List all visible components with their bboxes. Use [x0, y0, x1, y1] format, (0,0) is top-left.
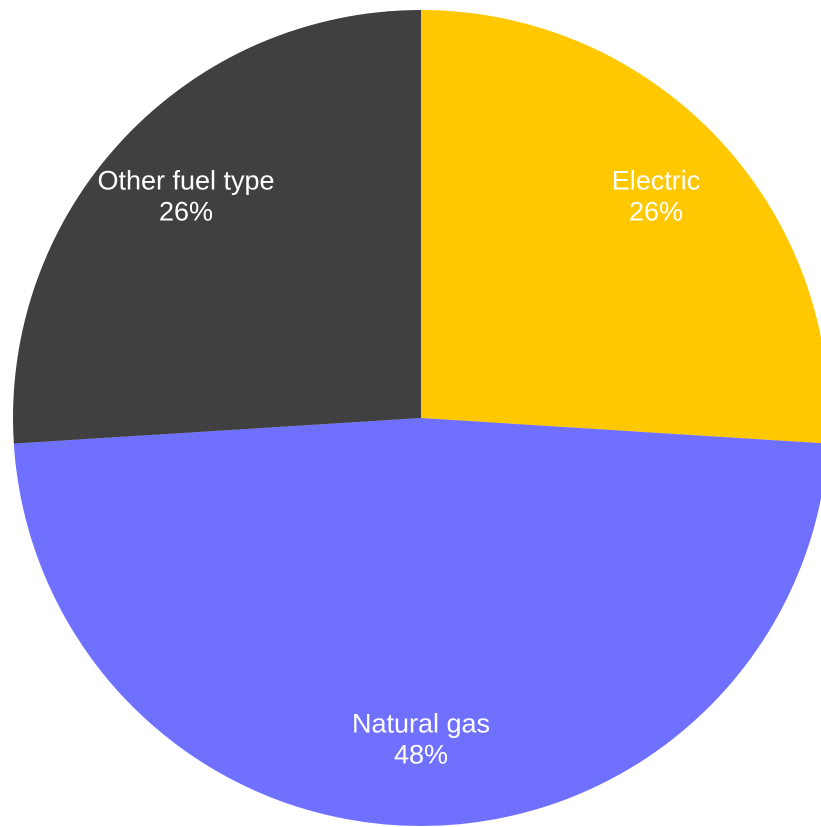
slice-value-label: 48%	[394, 739, 448, 769]
slice-value-label: 26%	[629, 196, 683, 226]
pie-slice	[13, 418, 821, 827]
slice-label: Natural gas	[352, 708, 490, 738]
pie-slice	[421, 10, 821, 444]
slice-label: Other fuel type	[97, 165, 274, 195]
slice-value-label: 26%	[159, 196, 213, 226]
pie-slice	[12, 10, 421, 444]
slice-label: Electric	[612, 165, 701, 195]
